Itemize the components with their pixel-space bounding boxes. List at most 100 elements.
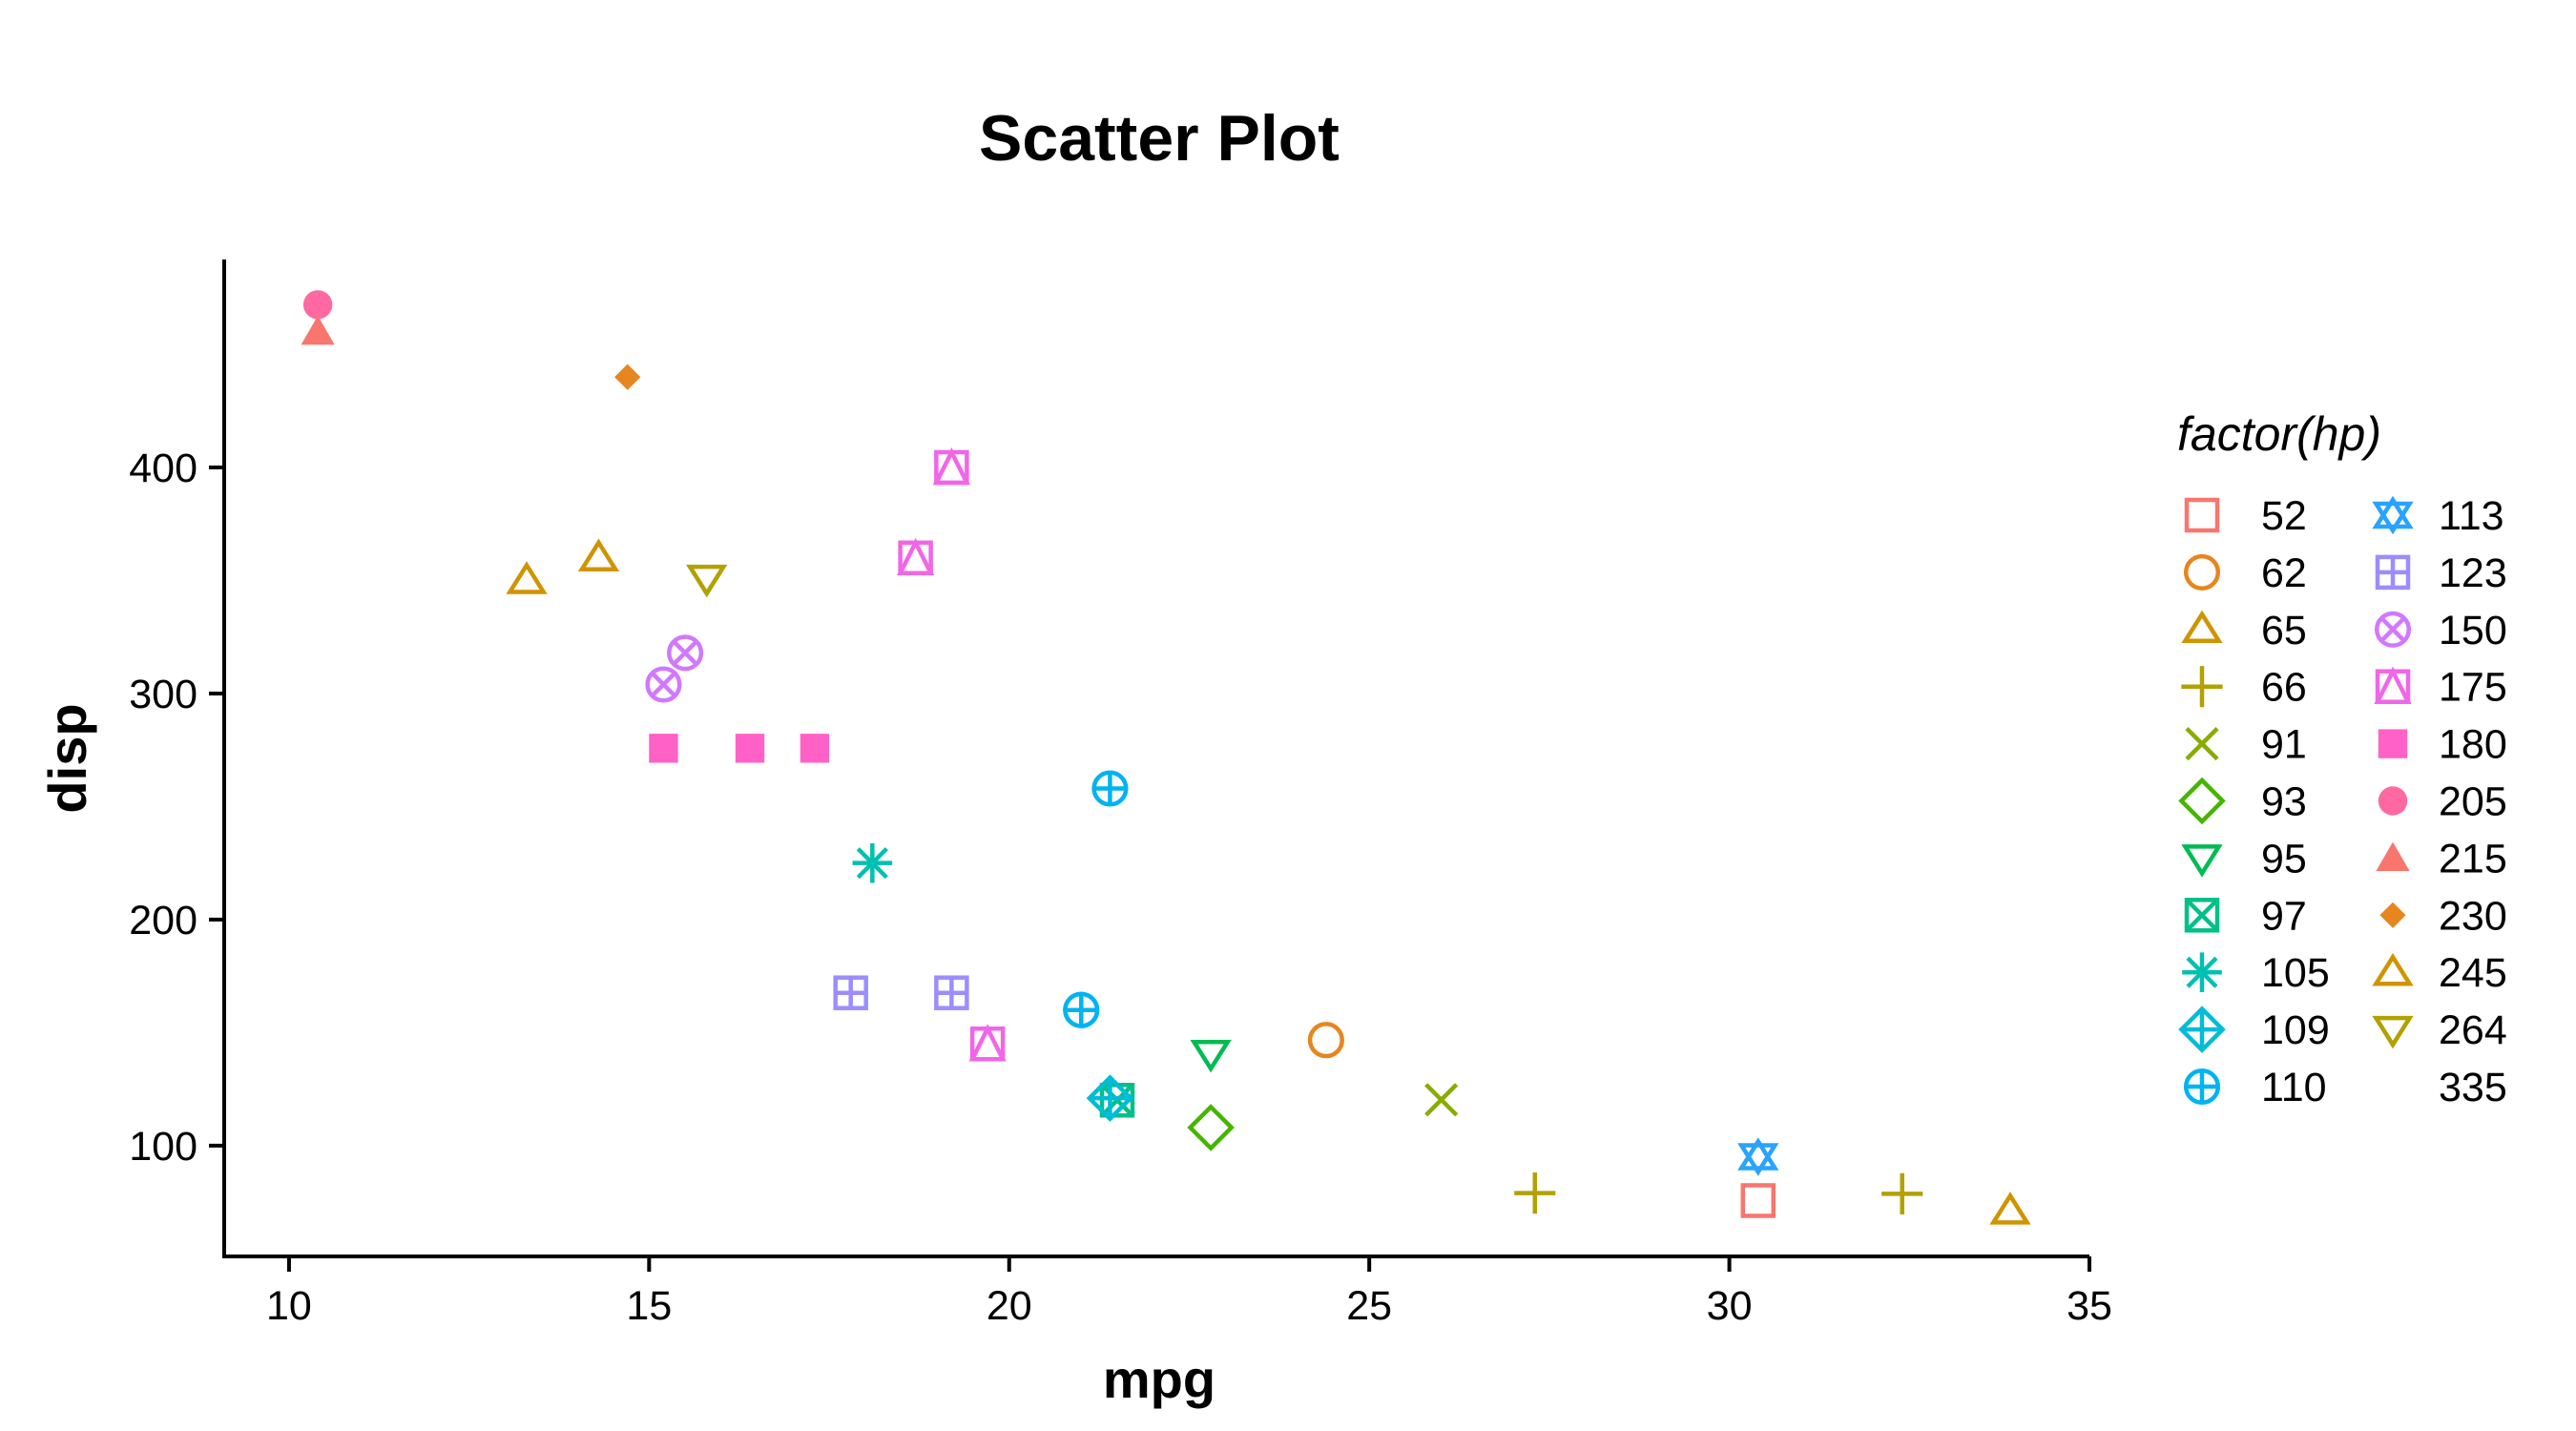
legend-item-230: 230 xyxy=(2379,893,2507,939)
legend-key xyxy=(2372,495,2414,535)
data-point-hp-245 xyxy=(577,538,620,572)
data-point-hp-123 xyxy=(833,975,868,1010)
legend-key xyxy=(2178,777,2226,825)
legend-label: 65 xyxy=(2261,608,2307,653)
y-tick-label: 200 xyxy=(129,898,197,944)
legend-label: 245 xyxy=(2439,950,2507,996)
legend-item-93: 93 xyxy=(2178,777,2307,825)
data-point-hp-110 xyxy=(1063,991,1100,1028)
y-tick-label: 400 xyxy=(129,446,197,491)
data-point-hp-91 xyxy=(1424,1083,1459,1117)
legend-label: 105 xyxy=(2261,950,2330,996)
legend-key xyxy=(2185,727,2219,761)
legend-label: 62 xyxy=(2261,550,2307,596)
legend-item-123: 123 xyxy=(2375,550,2507,596)
legend-key xyxy=(2372,1015,2414,1049)
data-point-hp-62 xyxy=(1307,1022,1344,1059)
legend-title: factor(hp) xyxy=(2177,407,2381,461)
data-point-hp-110 xyxy=(1091,770,1129,807)
legend-key xyxy=(2372,952,2414,986)
data-point-hp-52 xyxy=(1740,1183,1776,1218)
legend-key xyxy=(2181,844,2223,878)
y-axis-ticks: 100 200 300 400 xyxy=(129,446,224,1170)
x-tick-label: 20 xyxy=(987,1283,1032,1329)
data-point-hp-109 xyxy=(1086,1074,1134,1122)
legend-item-180: 180 xyxy=(2378,722,2507,768)
legend-label: 335 xyxy=(2439,1065,2507,1110)
legend-item-110: 110 xyxy=(2183,1065,2327,1110)
x-tick-label: 15 xyxy=(626,1283,672,1329)
legend-label: 215 xyxy=(2439,836,2507,881)
x-tick-label: 30 xyxy=(1707,1283,1753,1329)
legend-item-97: 97 xyxy=(2184,893,2307,939)
x-tick-label: 35 xyxy=(2067,1283,2112,1329)
legend-item-95: 95 xyxy=(2181,836,2307,881)
x-tick-label: 25 xyxy=(1346,1283,1392,1329)
legend-item-62: 62 xyxy=(2183,550,2307,596)
legend-key xyxy=(2183,1068,2221,1106)
data-point-hp-245 xyxy=(506,561,548,594)
legend-key xyxy=(2378,786,2408,816)
legend-entries: 52 62 65 66 91 93 95 97 105 109 110 113 123 150 175 180… xyxy=(2178,493,2507,1110)
legend-key xyxy=(2183,553,2221,591)
legend-label: 109 xyxy=(2261,1007,2330,1053)
legend-item-175: 175 xyxy=(2374,665,2507,711)
legend-label: 66 xyxy=(2261,665,2307,711)
legend-key xyxy=(2375,554,2411,591)
legend-key xyxy=(2378,729,2408,758)
legend-label: 93 xyxy=(2261,779,2307,825)
data-point-hp-150 xyxy=(645,666,682,703)
y-tick-label: 100 xyxy=(129,1124,197,1170)
data-point-hp-175 xyxy=(896,537,935,576)
legend-item-264: 264 xyxy=(2372,1007,2507,1053)
legend-key xyxy=(2181,666,2223,708)
x-axis-ticks: 10 15 20 25 30 35 xyxy=(266,1256,2112,1329)
y-axis-title: disp xyxy=(37,703,97,813)
legend-item-150: 150 xyxy=(2374,608,2507,653)
legend-label: 175 xyxy=(2439,665,2507,711)
data-point-hp-66 xyxy=(1881,1172,1923,1214)
legend-item-113: 113 xyxy=(2372,493,2504,539)
data-point-hp-264 xyxy=(686,564,728,598)
data-point-hp-150 xyxy=(667,634,704,672)
legend-label: 113 xyxy=(2439,493,2504,539)
legend-item-335: 335 xyxy=(2439,1065,2507,1110)
legend-item-205: 205 xyxy=(2378,779,2507,825)
legend-key xyxy=(2376,841,2410,871)
data-point-hp-123 xyxy=(934,975,969,1010)
legend-label: 95 xyxy=(2261,836,2307,881)
data-point-hp-175 xyxy=(932,446,971,486)
legend-item-105: 105 xyxy=(2182,950,2330,996)
legend-key xyxy=(2184,497,2220,533)
legend-item-109: 109 xyxy=(2178,1006,2330,1053)
legend-item-215: 215 xyxy=(2376,836,2507,881)
legend-key xyxy=(2181,610,2223,644)
data-point-hp-205 xyxy=(302,290,333,320)
chart-title: Scatter Plot xyxy=(979,102,1340,175)
data-point-hp-105 xyxy=(852,842,893,883)
legend-key xyxy=(2178,1006,2226,1053)
x-tick-label: 10 xyxy=(266,1283,312,1329)
data-points xyxy=(301,290,2031,1225)
legend-label: 150 xyxy=(2439,608,2507,653)
legend-label: 97 xyxy=(2261,893,2307,939)
data-point-hp-66 xyxy=(1514,1172,1556,1214)
legend-key xyxy=(2182,952,2222,992)
legend-label: 230 xyxy=(2439,893,2507,939)
data-point-hp-95 xyxy=(1190,1039,1232,1073)
data-point-hp-180 xyxy=(735,734,765,763)
legend-label: 52 xyxy=(2261,493,2307,539)
legend-label: 180 xyxy=(2439,722,2507,768)
data-point-hp-180 xyxy=(649,734,678,763)
y-tick-label: 300 xyxy=(129,672,197,717)
legend-key xyxy=(2379,902,2406,928)
legend-item-91: 91 xyxy=(2185,722,2307,768)
legend-label: 264 xyxy=(2439,1007,2507,1053)
legend-label: 205 xyxy=(2439,779,2507,825)
legend: factor(hp) 52 62 65 66 91 93 95 97 105 109 110 113 1… xyxy=(2177,407,2507,1110)
data-point-hp-65 xyxy=(1989,1192,2031,1225)
data-point-hp-215 xyxy=(301,316,335,345)
legend-key xyxy=(2184,898,2220,933)
data-point-hp-180 xyxy=(800,734,830,763)
